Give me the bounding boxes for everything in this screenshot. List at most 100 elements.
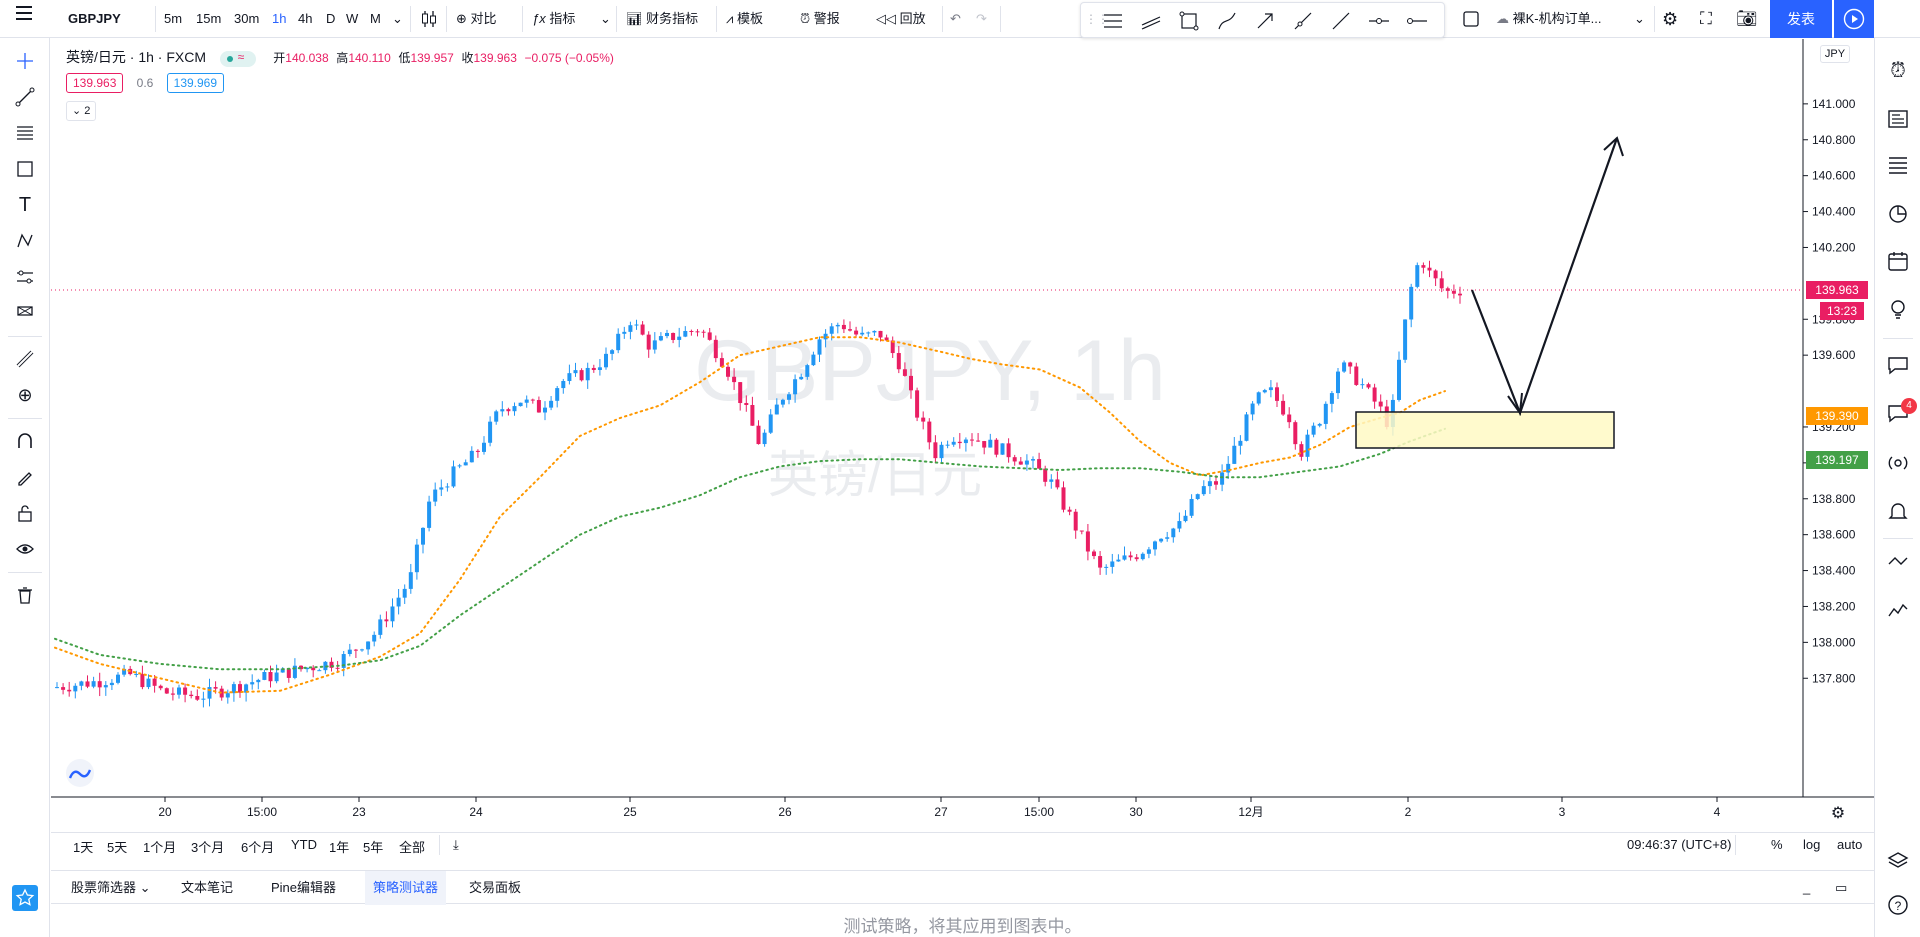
chat-icon[interactable] [1883, 350, 1913, 380]
timeframe-m[interactable]: M [370, 11, 381, 26]
financials-button[interactable]: 📊︎ 财务指标 [626, 11, 699, 26]
text-tool-icon[interactable]: T [18, 193, 32, 216]
crosshair-icon[interactable] [10, 46, 40, 76]
play-icon[interactable] [1834, 0, 1874, 38]
trash-icon[interactable] [10, 580, 40, 610]
undo-icon[interactable]: ↶ [950, 11, 961, 26]
brush-icon[interactable] [1215, 9, 1239, 36]
tab-trading-panel[interactable]: 交易面板 [469, 880, 522, 895]
magnet-icon[interactable] [10, 426, 40, 456]
watchlist-icon[interactable] [1883, 150, 1913, 180]
range-3m[interactable]: 3个月 [191, 840, 225, 855]
eye-icon[interactable] [10, 534, 40, 564]
range-1y[interactable]: 1年 [329, 840, 350, 855]
range-ytd[interactable]: YTD [291, 837, 317, 852]
tradingview-logo-icon[interactable] [66, 759, 94, 787]
trend-line-icon[interactable] [10, 82, 40, 112]
auto-toggle[interactable]: auto [1837, 837, 1863, 852]
bid-button[interactable]: 139.963 [66, 73, 124, 93]
compare-button[interactable]: ⊕ 对比 [456, 11, 497, 26]
redo-icon[interactable]: ↷ [976, 11, 987, 26]
minimize-panel-icon[interactable]: _ [1803, 880, 1811, 895]
timeframe-30m[interactable]: 30m [234, 11, 260, 26]
time-axis[interactable]: 20 15:00 23 24 25 26 27 15:00 30 12月 2 3 4 [158, 797, 1721, 819]
ruler-icon[interactable] [10, 344, 40, 374]
hotlist-icon[interactable] [1883, 198, 1913, 228]
calendar-icon[interactable] [1883, 246, 1913, 276]
trading-icon[interactable] [1883, 546, 1913, 576]
chevron-down-icon[interactable]: ⌄ [1634, 11, 1645, 26]
trend-lines-icon[interactable] [1139, 9, 1163, 36]
order-block-rectangle[interactable] [1355, 411, 1615, 449]
range-5y[interactable]: 5年 [363, 840, 384, 855]
help-icon[interactable]: ? [1883, 890, 1913, 920]
ideas-lightbulb-icon[interactable] [1883, 294, 1913, 324]
timeframe-5m[interactable]: 5m [164, 11, 183, 26]
chevron-down-icon[interactable]: ⌄ [600, 11, 611, 26]
range-1d[interactable]: 1天 [73, 840, 94, 855]
tab-strategy-tester[interactable]: 策略测试器 [365, 871, 447, 905]
camera-icon[interactable]: 📷︎ [1736, 9, 1758, 28]
chart-pane[interactable]: GBPJPY, 1h 英镑/日元 141.000 140.800 140.600 14… [51, 39, 1874, 860]
icons-tool-icon[interactable] [10, 298, 40, 328]
candlestick-chart[interactable]: GBPJPY, 1h 英镑/日元 141.000 140.800 140.600 14… [51, 39, 1874, 860]
rectangle-tool-icon[interactable] [1177, 9, 1201, 36]
layers-icon[interactable] [1883, 846, 1913, 876]
ray-tool-icon[interactable] [1291, 9, 1315, 36]
streams-icon[interactable] [1883, 448, 1913, 478]
menu-icon[interactable] [14, 0, 34, 38]
templates-button[interactable]: ⩘ 模板 [726, 11, 763, 26]
maximize-panel-icon[interactable]: ▭ [1835, 880, 1848, 895]
fib-retracement-icon[interactable] [10, 118, 40, 148]
clock-timezone[interactable]: 09:46:37 (UTC+8) [1627, 837, 1732, 852]
horizontal-ray-icon[interactable] [1367, 9, 1391, 36]
lock-pencil-icon[interactable] [10, 462, 40, 492]
publish-button[interactable]: 发表 [1770, 0, 1832, 38]
chevron-down-icon[interactable]: ⌄ [392, 11, 403, 26]
news-icon[interactable] [1883, 104, 1913, 134]
fullscreen-icon[interactable]: ⛶ [1700, 9, 1712, 28]
range-5d[interactable]: 5天 [107, 840, 128, 855]
replay-button[interactable]: ◁◁ 回放 [876, 11, 926, 26]
prediction-icon[interactable] [10, 262, 40, 292]
candles-icon[interactable] [420, 0, 438, 38]
currency-label[interactable]: JPY [1820, 45, 1850, 63]
timeframe-w[interactable]: W [346, 11, 359, 26]
shapes-icon[interactable] [10, 154, 40, 184]
notifications-bell-icon[interactable] [1883, 496, 1913, 526]
market-status-badge[interactable]: ≈ [219, 50, 256, 67]
tab-pine-editor[interactable]: Pine编辑器 [271, 880, 337, 895]
lock-icon[interactable] [10, 498, 40, 528]
symbol-title[interactable]: 英镑/日元 · 1h · FXCM [66, 49, 207, 65]
select-all-icon[interactable] [1462, 0, 1480, 38]
alarm-clock-icon[interactable]: ⏰︎ [1890, 59, 1906, 82]
timeframe-1h[interactable]: 1h [272, 11, 287, 26]
price-axis[interactable]: 141.000140.800140.600140.400140.200139.8… [1803, 97, 1856, 685]
timeframe-15m[interactable]: 15m [196, 11, 222, 26]
line-tool-icon[interactable] [1329, 9, 1353, 36]
gear-icon[interactable]: ⚙︎ [1662, 9, 1679, 29]
layout-name-button[interactable]: ☁︎ 裸K-机构订单... [1496, 11, 1602, 26]
parallel-channel-icon[interactable] [1101, 9, 1125, 36]
timeframe-4h[interactable]: 4h [298, 11, 313, 26]
indicators-button[interactable]: ƒx 指标 [532, 11, 576, 26]
axis-settings-gear-icon[interactable]: ⚙︎ [1831, 805, 1845, 822]
pattern-icon[interactable] [10, 226, 40, 256]
horizontal-line-icon[interactable] [1405, 9, 1429, 36]
arrow-tool-icon[interactable] [1253, 9, 1277, 36]
range-1m[interactable]: 1个月 [143, 840, 177, 855]
tab-text-notes[interactable]: 文本笔记 [181, 880, 234, 895]
range-6m[interactable]: 6个月 [241, 840, 275, 855]
log-toggle[interactable]: log [1803, 837, 1821, 852]
alert-button[interactable]: ⏰︎ 警报 [800, 11, 840, 26]
data-window-icon[interactable] [1883, 594, 1913, 624]
timeframe-d[interactable]: D [326, 11, 336, 26]
range-all[interactable]: 全部 [399, 840, 426, 855]
drag-handle-icon[interactable]: ⋮⋮ [1085, 12, 1109, 26]
percent-toggle[interactable]: % [1771, 837, 1783, 852]
goto-date-icon[interactable]: ⤓ [453, 837, 459, 852]
projection-arrow-path[interactable] [1470, 137, 1619, 417]
indicators-collapse-button[interactable]: ⌄ 2 [66, 101, 97, 121]
symbol-search[interactable]: GBPJPY [68, 11, 121, 26]
tab-stock-screener[interactable]: 股票筛选器 ⌄ [71, 880, 151, 895]
